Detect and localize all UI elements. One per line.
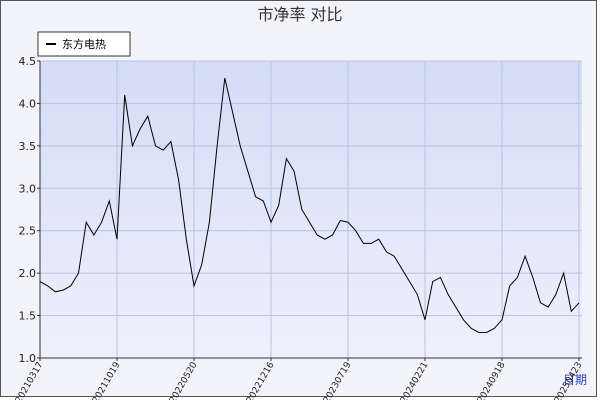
series-line <box>39 77 580 333</box>
legend-label: 东方电热 <box>62 37 106 51</box>
x-axis-label: 日期 <box>563 373 587 387</box>
y-tick-label: 1.5 <box>19 310 37 323</box>
y-tick-label: 1.0 <box>19 352 37 365</box>
y-tick-label: 4.0 <box>19 97 37 110</box>
plot-area <box>40 61 582 358</box>
y-tick-label: 3.5 <box>19 140 37 153</box>
y-tick-label: 4.5 <box>19 55 37 68</box>
y-tick-label: 3.0 <box>19 182 37 195</box>
y-tick-label: 2.0 <box>19 267 37 280</box>
chart-title: 市净率 对比 <box>257 5 342 24</box>
y-tick-label: 2.5 <box>19 225 37 238</box>
